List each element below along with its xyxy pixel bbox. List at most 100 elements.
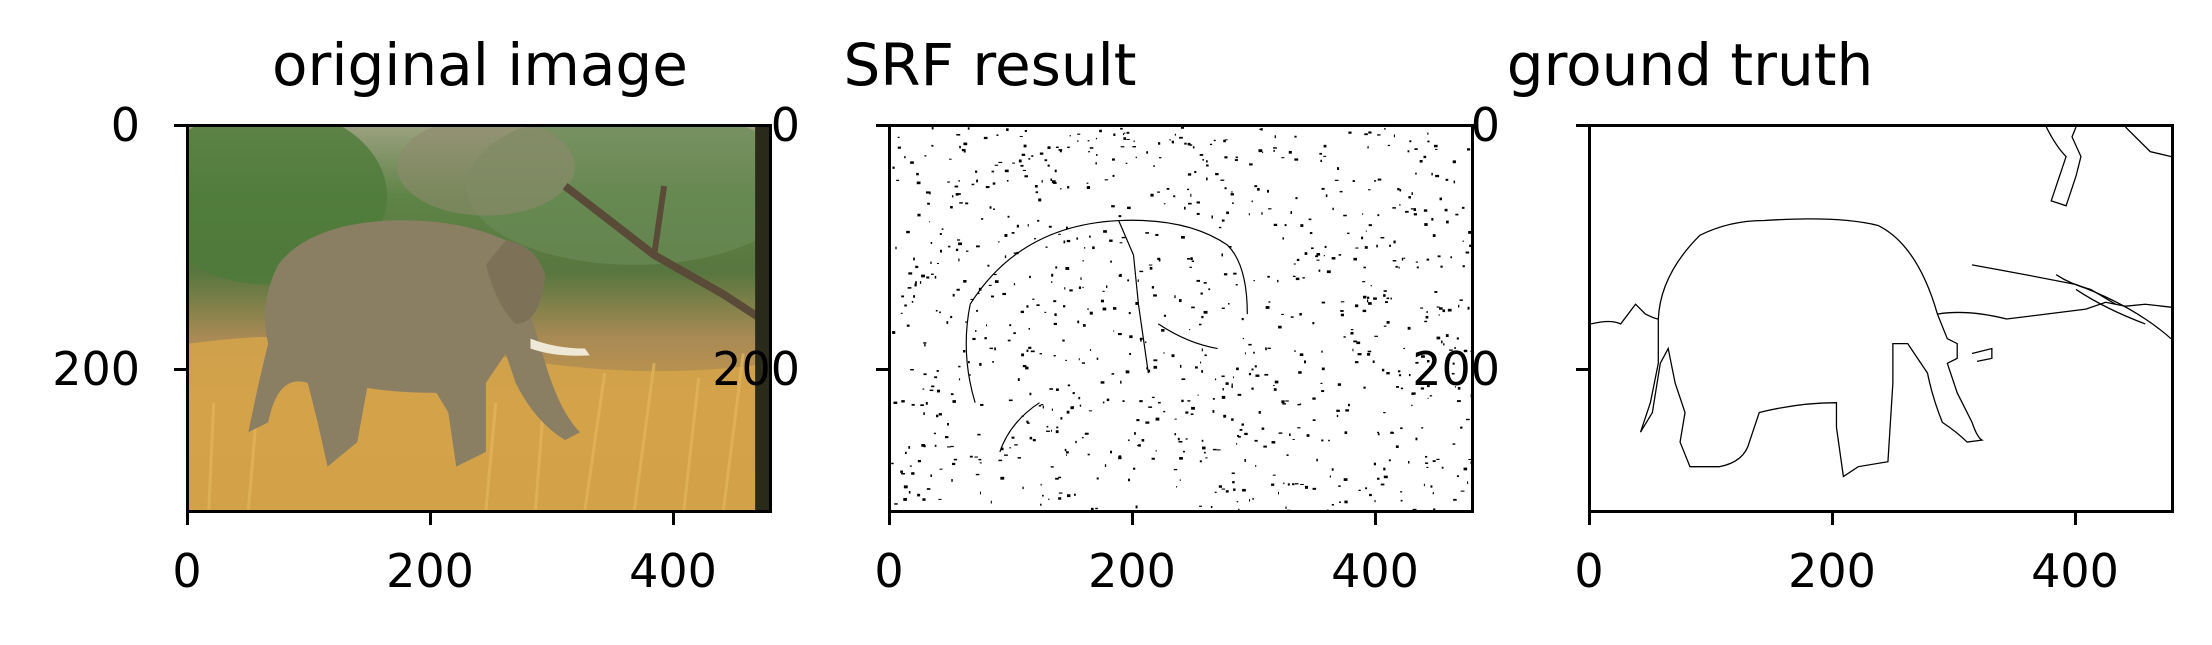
edge-speck [1397, 370, 1401, 373]
edge-speck [1248, 372, 1252, 376]
edge-speck [1300, 484, 1304, 485]
edge-speck [1316, 458, 1318, 462]
edge-speck [1376, 477, 1380, 480]
edge-speck [1023, 144, 1027, 148]
panel-title: ground truth [1506, 31, 1874, 99]
edge-speck [1200, 361, 1202, 364]
edge-speck [1016, 224, 1019, 228]
edge-speck [1436, 306, 1440, 308]
edge-speck [1323, 144, 1327, 148]
edge-speck [972, 337, 976, 341]
edge-speck [931, 127, 934, 130]
edge-speck [1423, 155, 1427, 159]
edge-speck [1013, 252, 1017, 254]
edge-speck [1362, 213, 1364, 215]
edge-speck [1032, 438, 1036, 442]
edge-speck [989, 206, 992, 209]
edge-speck [1189, 144, 1193, 146]
edge-speck [1445, 178, 1449, 181]
edge-speck [1021, 415, 1024, 417]
edge-speck [1355, 304, 1359, 308]
edge-speck [1377, 431, 1380, 434]
edge-speck [930, 474, 932, 477]
edge-speck [1189, 266, 1192, 268]
edge-speck [1197, 394, 1199, 396]
edge-speck [1427, 132, 1429, 135]
edge-speck [1441, 340, 1443, 344]
edge-speck [1199, 153, 1204, 156]
edge-speck [983, 136, 988, 140]
edge-speck [1000, 447, 1004, 451]
edge-speck [1367, 350, 1372, 353]
edge-speck [1410, 208, 1414, 210]
edge-speck [1166, 187, 1170, 190]
edge-speck [1304, 360, 1307, 364]
edge-speck [938, 498, 942, 500]
edge-speck [1096, 357, 1099, 360]
edge-speck [1460, 426, 1463, 429]
edge-speck [915, 265, 918, 269]
edge-speck [1438, 314, 1440, 316]
edge-speck [1258, 411, 1261, 414]
edge-speck [1465, 418, 1470, 421]
edge-speck [1153, 294, 1157, 297]
edge-speck [1169, 139, 1171, 141]
edge-speck [1052, 181, 1057, 184]
edge-speck [1271, 441, 1276, 444]
edge-speck [950, 393, 954, 396]
edge-speck [1203, 310, 1208, 314]
edge-speck [1079, 404, 1082, 407]
srf-edge-map [891, 127, 1471, 510]
edge-speck [1180, 364, 1182, 368]
edge-speck [1078, 286, 1082, 289]
edge-speck [1095, 137, 1098, 140]
edge-speck [1218, 485, 1222, 488]
edge-speck [930, 261, 932, 264]
edge-speck [1171, 354, 1175, 358]
edge-speck [1398, 374, 1402, 377]
edge-speck [1427, 140, 1430, 143]
x-tick-mark [2074, 513, 2077, 525]
edge-speck [1356, 341, 1361, 345]
edge-speck [1339, 501, 1341, 504]
edge-speck [1158, 258, 1161, 262]
edge-speck [1461, 206, 1465, 209]
edge-speck [1363, 295, 1367, 299]
edge-speck [1467, 148, 1471, 151]
edge-speck [903, 497, 907, 501]
edge-speck [1196, 212, 1200, 215]
edge-speck [892, 331, 896, 334]
edge-speck [1135, 156, 1137, 159]
edge-speck [1185, 411, 1189, 414]
edge-speck [1390, 297, 1392, 300]
edge-speck [1055, 430, 1059, 434]
edge-speck [1139, 400, 1143, 403]
edge-speck [1155, 450, 1157, 452]
edge-speck [1273, 147, 1278, 149]
edge-speck [1223, 139, 1226, 143]
edge-speck [947, 422, 949, 426]
edge-speck [958, 242, 963, 246]
edge-speck [1192, 146, 1195, 149]
edge-speck [1127, 206, 1131, 210]
edge-speck [1089, 349, 1092, 351]
edge-speck [965, 202, 969, 205]
image-axes [1588, 124, 2174, 513]
edge-speck [1016, 251, 1019, 255]
edge-speck [1456, 475, 1459, 478]
edge-speck [1124, 132, 1126, 134]
edge-speck [1002, 292, 1007, 296]
edge-speck [1411, 192, 1413, 196]
edge-speck [1064, 287, 1066, 290]
edge-speck [1368, 131, 1372, 134]
edge-speck [1219, 226, 1222, 229]
edge-speck [1308, 218, 1312, 221]
edge-speck [1119, 242, 1123, 244]
edge-speck [953, 458, 958, 461]
edge-speck [1376, 244, 1378, 248]
edge-speck [1286, 454, 1289, 456]
edge-speck [1415, 261, 1418, 263]
edge-speck [1299, 312, 1302, 316]
edge-speck [1253, 351, 1255, 354]
edge-speck [1373, 462, 1376, 466]
